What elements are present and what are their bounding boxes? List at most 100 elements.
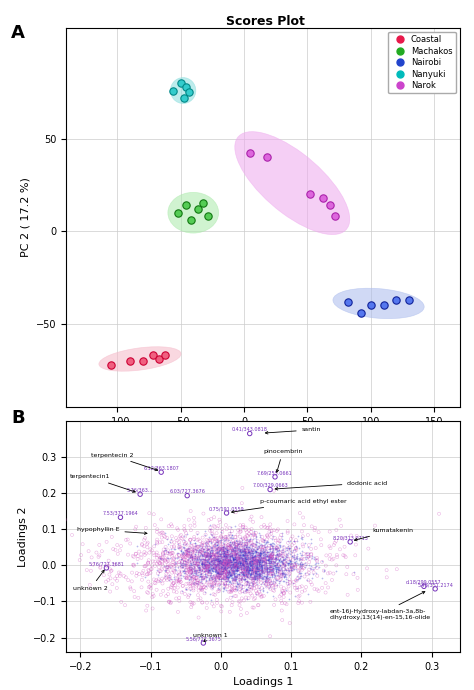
Point (280, 560, 288, 571)
Point (191, 577, 198, 588)
Point (221, 570, 229, 581)
Point (263, 544, 270, 555)
Point (230, 561, 237, 572)
Point (139, 565, 147, 576)
Point (210, 563, 218, 574)
Point (236, 541, 243, 552)
Point (278, 549, 285, 560)
Point (246, 554, 254, 565)
Point (258, 554, 266, 565)
Point (242, 544, 249, 555)
Point (258, 540, 266, 551)
Point (290, 560, 297, 571)
Point (266, 539, 273, 550)
Point (254, 559, 261, 570)
Point (255, 557, 263, 568)
Point (243, 562, 250, 573)
Point (252, 562, 259, 573)
Point (234, 551, 242, 562)
Point (194, 551, 201, 562)
Point (178, 560, 185, 571)
Point (286, 546, 294, 557)
Point (246, 573, 254, 584)
Point (227, 563, 234, 574)
Point (240, 546, 247, 558)
Point (223, 544, 231, 555)
Point (281, 575, 288, 586)
Point (245, 547, 253, 558)
Point (283, 549, 291, 560)
Point (205, 568, 213, 579)
Point (269, 549, 277, 560)
Point (140, 541, 148, 552)
Point (215, 567, 223, 578)
Point (205, 549, 213, 560)
Point (231, 583, 238, 594)
Point (259, 554, 267, 565)
Point (204, 550, 212, 561)
Point (280, 588, 288, 599)
Point (173, 586, 181, 598)
Point (199, 538, 206, 549)
Point (272, 581, 280, 592)
Point (230, 569, 237, 580)
Point (103, 560, 111, 571)
Point (160, 546, 168, 557)
Point (249, 558, 257, 569)
Point (244, 561, 252, 572)
Point (257, 560, 264, 571)
Point (212, 553, 220, 564)
Point (247, 546, 255, 558)
Point (222, 558, 229, 569)
Point (233, 546, 240, 558)
Point (225, 566, 232, 577)
Point (185, 549, 192, 560)
Point (225, 566, 233, 578)
Point (173, 547, 181, 558)
Point (243, 563, 251, 574)
Point (292, 562, 299, 573)
Point (259, 572, 267, 583)
Point (253, 564, 261, 575)
Point (242, 560, 250, 571)
Point (298, 526, 306, 537)
Point (248, 524, 255, 535)
Point (243, 571, 251, 582)
Point (212, 547, 220, 558)
Point (210, 558, 217, 569)
Point (295, 595, 303, 607)
Point (176, 569, 184, 580)
Point (231, 546, 238, 558)
Point (252, 560, 259, 571)
Point (226, 571, 233, 582)
Point (195, 562, 202, 573)
Point (247, 571, 255, 582)
Point (246, 558, 254, 569)
Point (238, 593, 246, 604)
Point (234, 578, 241, 589)
Point (249, 602, 256, 613)
Point (241, 573, 249, 584)
Point (255, 549, 263, 560)
Point (208, 548, 216, 559)
Point (207, 551, 214, 562)
Point (169, 555, 177, 566)
Point (246, 568, 253, 579)
Point (213, 543, 220, 554)
Point (207, 573, 215, 584)
Point (248, 561, 256, 572)
Point (201, 541, 209, 552)
Point (256, 547, 264, 558)
Point (289, 577, 297, 588)
Point (219, 565, 227, 576)
Point (259, 535, 266, 546)
Point (199, 573, 207, 584)
Point (251, 545, 259, 556)
Point (167, 573, 175, 584)
Point (263, 565, 271, 576)
Point (250, 558, 258, 569)
Point (243, 553, 251, 564)
Point (206, 556, 214, 567)
Point (240, 548, 247, 559)
Point (244, 544, 251, 555)
